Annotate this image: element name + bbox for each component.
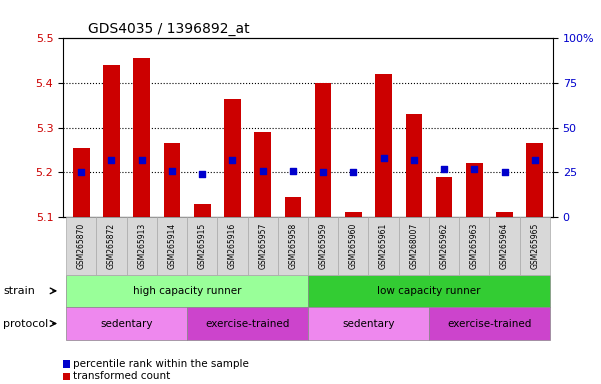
Point	[409, 157, 419, 163]
Text: GSM265916: GSM265916	[228, 223, 237, 269]
Point	[379, 155, 388, 161]
Text: GSM265963: GSM265963	[470, 223, 479, 269]
Bar	[133, 58, 150, 217]
Text: sedentary: sedentary	[100, 318, 153, 329]
Text: GSM265914: GSM265914	[168, 223, 177, 269]
Point	[469, 166, 479, 172]
Bar	[254, 132, 271, 217]
Text: GSM265870: GSM265870	[77, 223, 86, 269]
Text: protocol: protocol	[3, 318, 48, 329]
Text: GSM265965: GSM265965	[530, 223, 539, 269]
Text: GSM265961: GSM265961	[379, 223, 388, 269]
Text: exercise-trained: exercise-trained	[206, 318, 290, 329]
Text: sedentary: sedentary	[342, 318, 395, 329]
Text: GSM265964: GSM265964	[500, 223, 509, 269]
Text: GSM265872: GSM265872	[107, 223, 116, 269]
Point	[106, 157, 116, 163]
Text: low capacity runner: low capacity runner	[377, 286, 481, 296]
Point	[228, 157, 237, 163]
Text: transformed count: transformed count	[73, 371, 170, 381]
Bar	[406, 114, 422, 217]
Point	[288, 167, 297, 174]
Text: GSM265958: GSM265958	[288, 223, 297, 269]
Text: GSM265913: GSM265913	[137, 223, 146, 269]
Text: GSM265959: GSM265959	[319, 223, 328, 269]
Point	[319, 169, 328, 175]
Text: GSM265962: GSM265962	[439, 223, 448, 269]
Bar	[163, 143, 180, 217]
Point	[349, 169, 358, 175]
Text: strain: strain	[3, 286, 35, 296]
Bar	[194, 204, 210, 217]
Point	[258, 167, 267, 174]
Bar	[345, 212, 362, 217]
Bar	[285, 197, 301, 217]
Point	[76, 169, 86, 175]
Bar	[526, 143, 543, 217]
Bar	[436, 177, 453, 217]
Bar	[315, 83, 331, 217]
Bar	[73, 148, 90, 217]
Point	[167, 167, 177, 174]
Bar	[466, 164, 483, 217]
Bar	[496, 212, 513, 217]
Text: GSM265957: GSM265957	[258, 223, 267, 269]
Text: high capacity runner: high capacity runner	[133, 286, 242, 296]
Text: GSM268007: GSM268007	[409, 223, 418, 269]
Bar	[375, 74, 392, 217]
Point	[197, 171, 207, 177]
Point	[500, 169, 510, 175]
Bar	[103, 65, 120, 217]
Text: GSM265960: GSM265960	[349, 223, 358, 269]
Point	[137, 157, 147, 163]
Text: exercise-trained: exercise-trained	[447, 318, 532, 329]
Text: GSM265915: GSM265915	[198, 223, 207, 269]
Point	[530, 157, 540, 163]
Point	[439, 166, 449, 172]
Text: GDS4035 / 1396892_at: GDS4035 / 1396892_at	[88, 22, 249, 36]
Bar	[224, 99, 241, 217]
Text: percentile rank within the sample: percentile rank within the sample	[73, 359, 249, 369]
